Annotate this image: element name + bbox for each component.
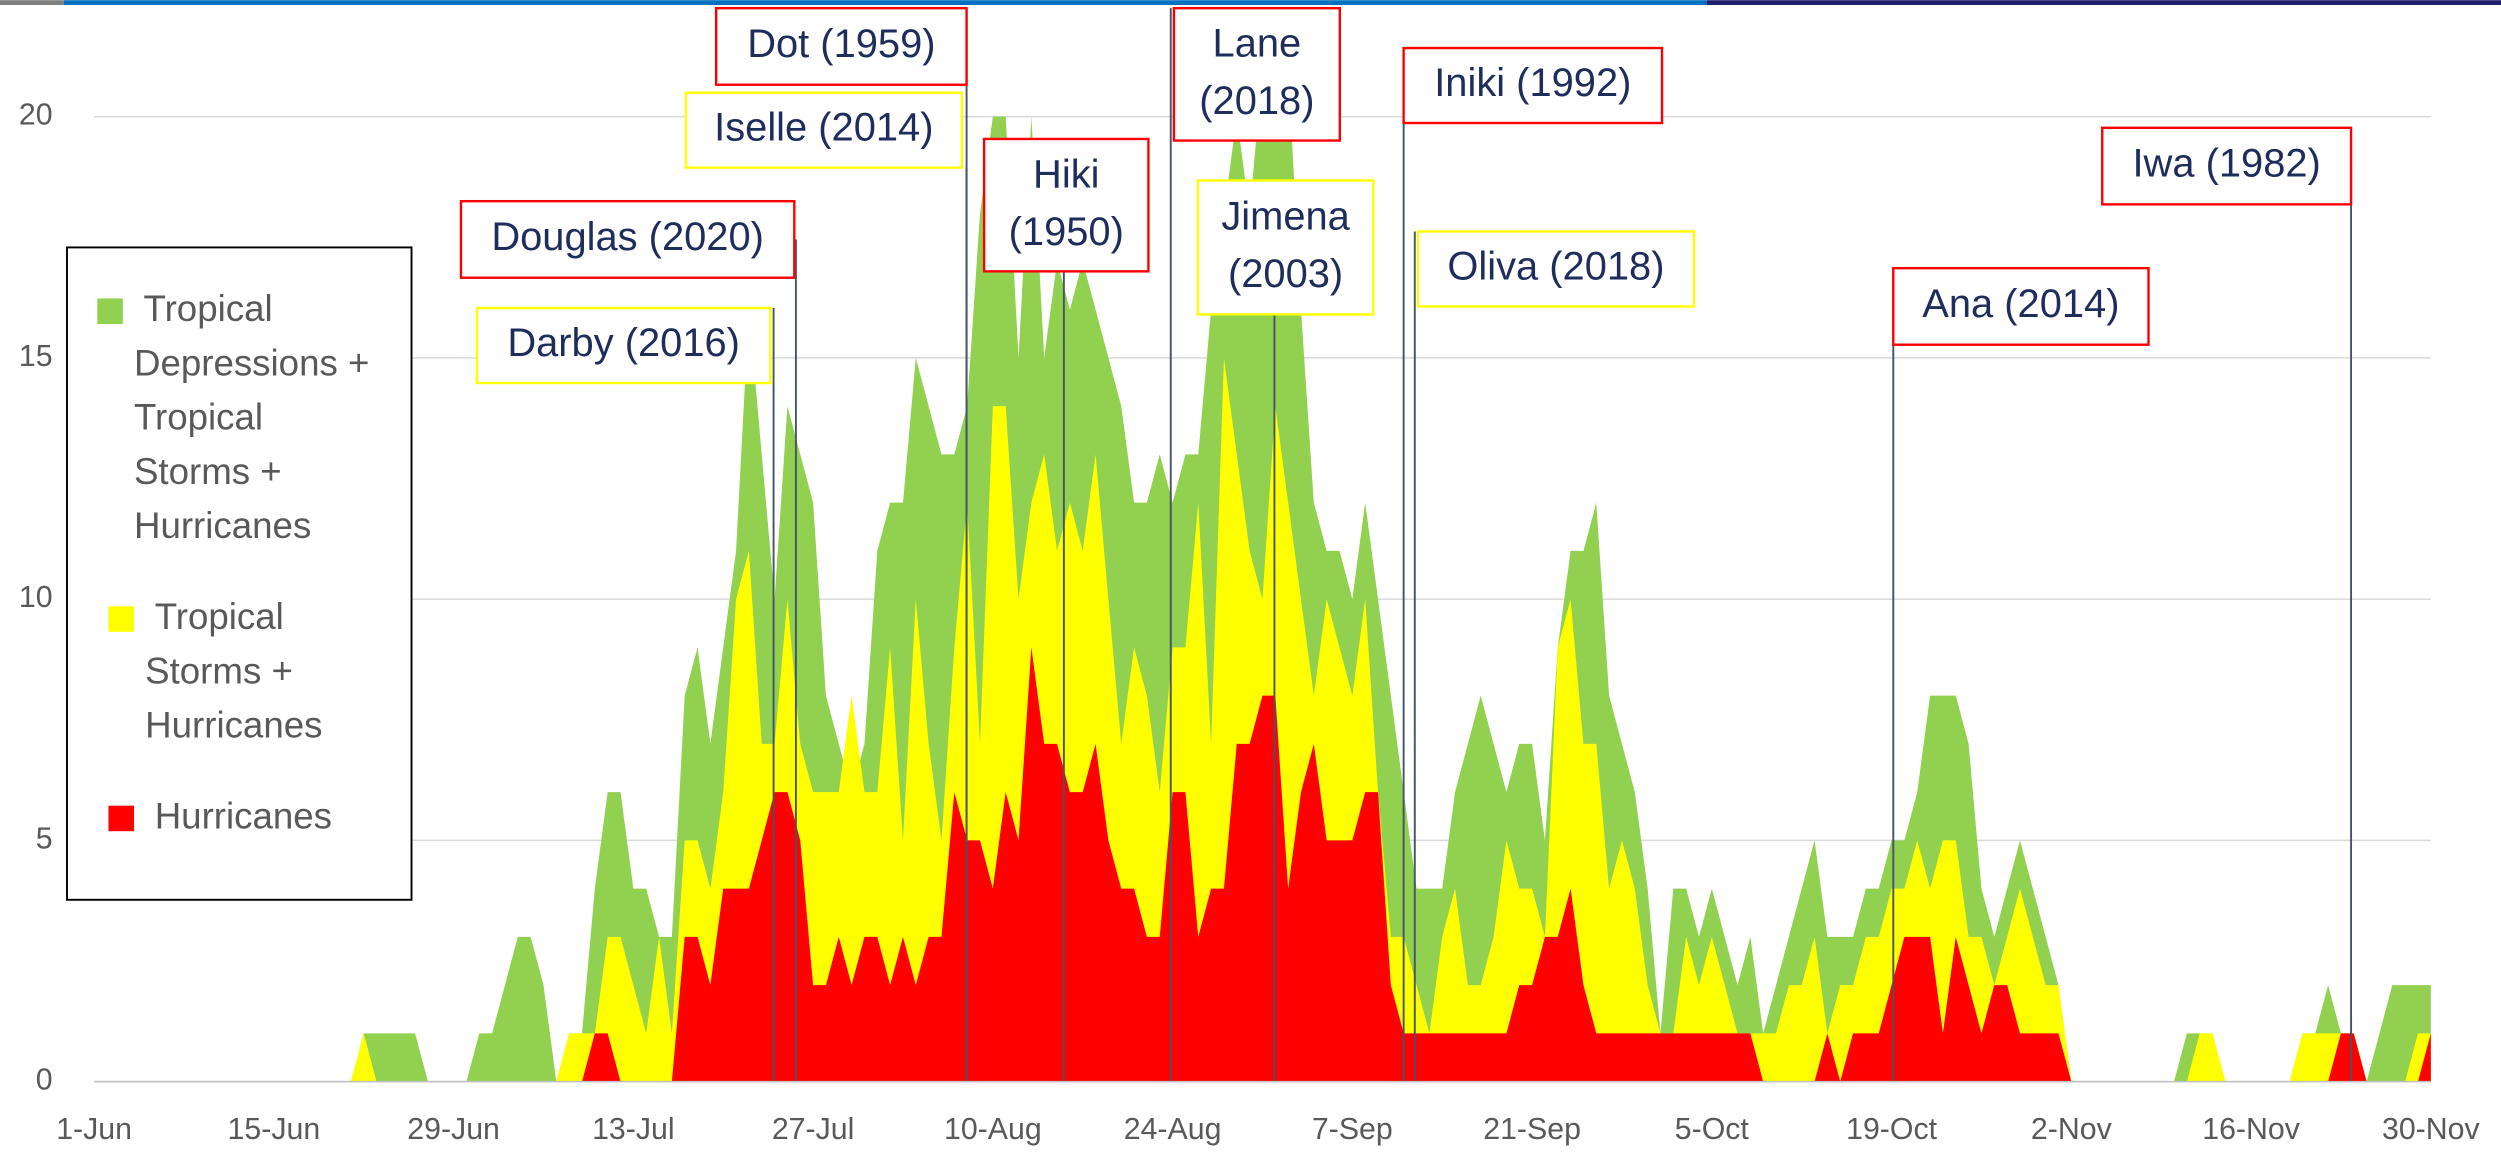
annotation-box (1416, 230, 1696, 308)
annotation-box (475, 306, 772, 385)
x-tick-label: 24-Aug (1124, 1113, 1222, 1146)
annotation-label: Iselle (2014) (714, 106, 933, 150)
annotation-box (459, 199, 796, 279)
x-tick-label: 5-Oct (1675, 1113, 1750, 1146)
y-tick-label: 20 (19, 99, 53, 132)
x-tick-label: 15-Jun (228, 1113, 321, 1146)
legend-label: Tropical Storms + Hurricanes (145, 596, 322, 745)
axes: 0 5 10 15 20 1-Jun 15-Jun 29-Jun 13-Jul 27-Jul 10-… (19, 99, 2481, 1146)
y-tick-label: 5 (36, 822, 53, 855)
x-tick-label: 21-Sep (1483, 1113, 1581, 1146)
x-tick-label: 30-Nov (2382, 1113, 2481, 1146)
x-tick-label: 10-Aug (944, 1113, 1042, 1146)
annotations: Dot (1959) Iselle (2014) Lane (2018) Iniki (… (459, 6, 2353, 1082)
area (94, 647, 2431, 1082)
annotation-box (1196, 179, 1375, 316)
legend-box (66, 246, 413, 901)
annotation-box (1892, 266, 2150, 346)
annotation-box (2101, 126, 2353, 206)
x-tick-label: 27-Jul (772, 1113, 855, 1146)
legend-swatch (97, 298, 123, 324)
annotation-label: Dot (1959) (747, 22, 935, 66)
y-tick-label: 15 (19, 340, 53, 373)
top-strip (0, 0, 64, 5)
annotation-label: Lane (2018) (1199, 21, 1314, 122)
legend-label: Hurricanes (155, 795, 332, 836)
annotation-box (684, 91, 963, 169)
legend-swatch (108, 606, 134, 632)
legend-swatch (108, 805, 134, 832)
x-tick-label: 13-Jul (592, 1113, 675, 1146)
top-strip (63, 0, 1707, 5)
annotation-box (1402, 46, 1664, 125)
annotation-label: Iniki (1992) (1434, 61, 1631, 105)
x-tick-label: 29-Jun (407, 1113, 500, 1146)
x-tick-label: 16-Nov (2202, 1113, 2301, 1146)
annotation-label: Oliva (2018) (1447, 244, 1664, 288)
annotation-label: Ana (2014) (1922, 282, 2119, 326)
annotation-box (982, 137, 1150, 273)
annotation-label: Hiki (1950) (1009, 152, 1124, 253)
areas (94, 68, 2431, 1082)
annotation-label: Darby (2016) (507, 321, 740, 365)
annotation-label: Douglas (2020) (491, 215, 764, 259)
annotation-label: Jimena (2003) (1221, 194, 1350, 295)
top-strip (1706, 0, 2501, 5)
annotation-label: Iwa (1982) (2132, 142, 2320, 186)
annotation-box (1172, 6, 1342, 142)
y-tick-label: 0 (36, 1064, 53, 1097)
legend-label: Tropical Depressions + Tropical Storms + Hur… (134, 288, 369, 546)
x-tick-label: 19-Oct (1846, 1113, 1938, 1146)
annotation-box (714, 6, 968, 86)
y-tick-label: 10 (19, 581, 53, 614)
legend: Tropical Depressions + Tropical Storms + Hur… (66, 246, 413, 901)
x-tick-label: 7-Sep (1312, 1113, 1393, 1146)
x-tick-label: 1-Jun (56, 1113, 132, 1146)
area (94, 68, 2431, 1082)
x-tick-label: 2-Nov (2031, 1113, 2113, 1146)
